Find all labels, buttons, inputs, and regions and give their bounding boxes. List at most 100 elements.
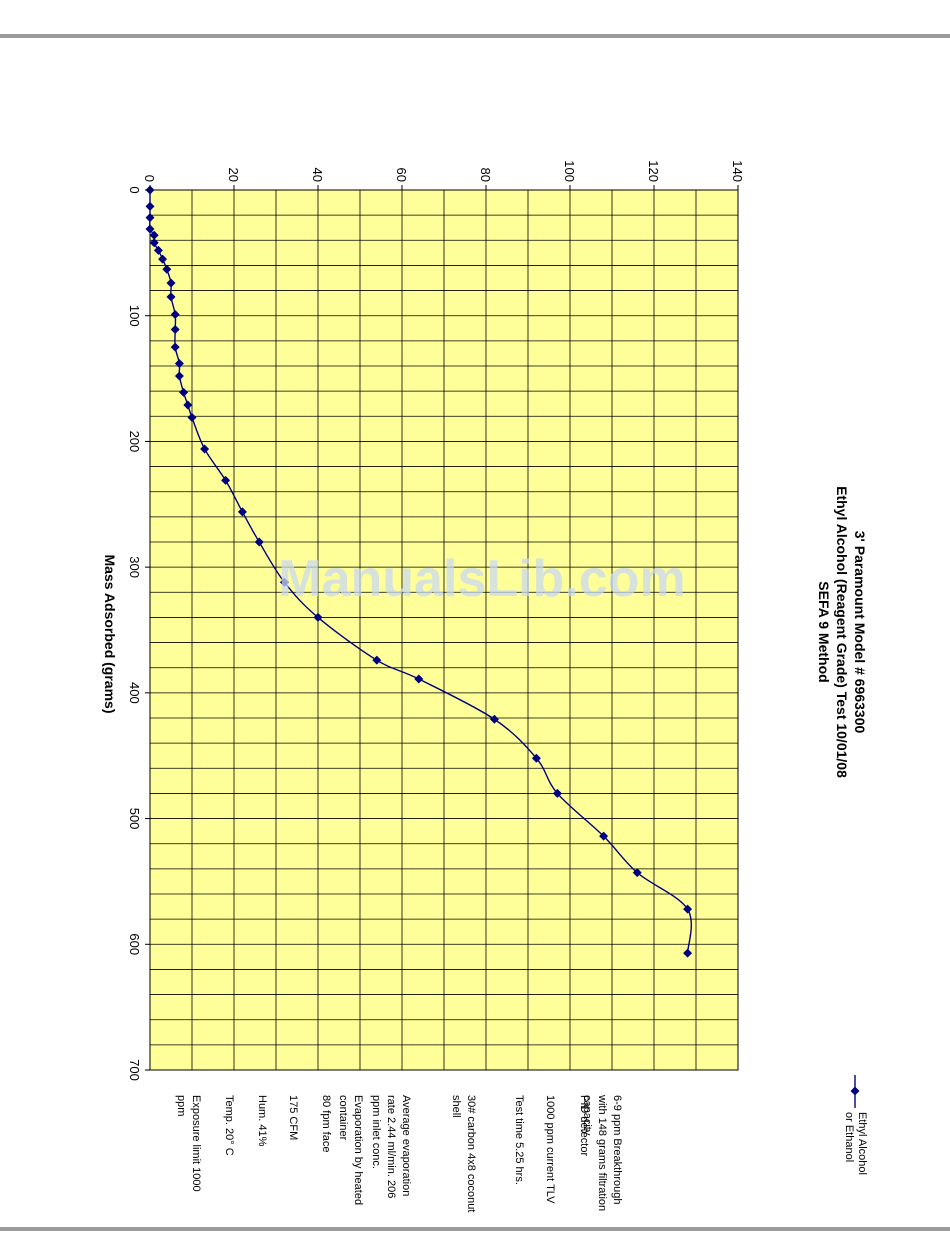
data-point <box>145 201 155 211</box>
note-line: 1000 ppm current TLV <box>544 1095 556 1204</box>
note-line: 6-9 ppm Breakthrough <box>611 1095 623 1204</box>
data-point <box>279 577 289 587</box>
note-line: with 148 grams filtration <box>596 1094 608 1211</box>
note-item: 175 CFM <box>287 1095 299 1140</box>
data-point <box>170 342 180 352</box>
data-point <box>179 387 189 397</box>
data-point <box>145 224 155 234</box>
y-tick-label: 20 <box>226 168 241 182</box>
data-point <box>158 254 168 264</box>
data-point <box>149 238 159 248</box>
watermark: ManualsLib.com <box>278 550 685 608</box>
x-axis-label: Mass Adsorbed (grams) <box>102 555 118 714</box>
data-point <box>200 444 210 454</box>
note-line: 175 CFM <box>287 1095 299 1140</box>
note-line: 30# carbon 4x8 coconut <box>465 1095 477 1212</box>
note-item: Exposure limit 1000ppm <box>175 1095 202 1192</box>
x-tick-label: 600 <box>127 933 142 955</box>
y-tick-label: 80 <box>478 168 493 182</box>
note-item: Hum. 41% <box>256 1095 268 1147</box>
note-line: Temp. 20° C <box>223 1095 235 1156</box>
y-tick-label: 60 <box>394 168 409 182</box>
data-point <box>166 278 176 288</box>
chart-title-line: Ethyl Alcohol (Reagent Grade) Test 10/01… <box>834 486 850 778</box>
x-tick-label: 100 <box>127 305 142 327</box>
y-tick-label: 140 <box>730 160 745 182</box>
note-line: container <box>337 1095 349 1141</box>
note-item: 1000 ppm current TLV <box>544 1095 556 1204</box>
data-point <box>183 400 193 410</box>
notes-panel: Exposure limit 1000ppm Temp. 20° C Hum. 41… <box>175 1094 623 1212</box>
data-point <box>170 325 180 335</box>
x-tick-label: 300 <box>127 556 142 578</box>
grid <box>150 190 738 1070</box>
note-item: Temp. 20° C <box>223 1095 235 1156</box>
note-item: Evaporation by heatedcontainer <box>337 1095 364 1205</box>
data-point <box>221 475 231 485</box>
note-line: Average evaporation <box>400 1095 412 1196</box>
data-point <box>683 948 693 958</box>
note-item: 30# carbon 4x8 coconutshell <box>450 1095 477 1212</box>
note-line: 80 fpm face <box>320 1095 332 1152</box>
note-line: rate 2.44 ml/min. 206 <box>385 1095 397 1198</box>
y-tick-label: 0 <box>142 175 157 182</box>
data-point <box>552 788 562 798</box>
note-item: 6-9 ppm Breakthroughwith 148 grams filtr… <box>581 1094 623 1211</box>
data-point <box>166 292 176 302</box>
series-layer <box>145 185 693 958</box>
x-tick-label: 400 <box>127 682 142 704</box>
y-tick-label: 100 <box>562 160 577 182</box>
data-point <box>599 831 609 841</box>
legend-label-line: Ethyl Alcohol <box>856 1112 868 1175</box>
data-point <box>187 413 197 423</box>
x-tick-label: 200 <box>127 431 142 453</box>
note-item: Average evaporationrate 2.44 ml/min. 206… <box>370 1095 412 1198</box>
data-point <box>149 230 159 240</box>
y-tick-label: 120 <box>646 160 661 182</box>
note-line: Exposure limit 1000 <box>190 1095 202 1192</box>
x-tick-labels: 0 100 200 300 400 500 600 700 <box>127 186 150 1081</box>
bottom-rule <box>0 1227 950 1231</box>
legend-label-line: or Ethanol <box>843 1112 855 1162</box>
note-line: ppm inlet conc. <box>370 1095 382 1169</box>
data-point <box>145 213 155 223</box>
data-point <box>174 358 184 368</box>
data-point <box>237 507 247 517</box>
data-point <box>170 309 180 319</box>
data-point <box>153 245 163 255</box>
data-point <box>489 714 499 724</box>
x-tick-label: 700 <box>127 1059 142 1081</box>
data-point <box>313 612 323 622</box>
note-line: PID detector <box>578 1095 590 1156</box>
legend-marker <box>850 1086 860 1096</box>
note-item: 80 fpm face <box>320 1095 332 1152</box>
data-point <box>372 655 382 665</box>
note-line: Test time 5.25 hrs. <box>513 1095 525 1185</box>
note-line: ppm <box>175 1095 187 1116</box>
top-rule <box>0 34 950 38</box>
data-point <box>632 868 642 878</box>
note-line: Hum. 41% <box>256 1095 268 1147</box>
chart-title-line: 3' Paramount Model # 6963300 <box>852 531 868 734</box>
legend: Ethyl Alcoholor Ethanol <box>843 1075 868 1175</box>
data-point <box>683 904 693 914</box>
note-item: Test time 5.25 hrs. <box>513 1095 525 1185</box>
chart-title-line: SEFA 9 Method <box>816 581 832 682</box>
x-tick-label: 500 <box>127 808 142 830</box>
data-point <box>254 537 264 547</box>
data-point <box>174 371 184 381</box>
note-line: shell <box>450 1095 462 1118</box>
y-tick-label: 40 <box>310 168 325 182</box>
legend-label: Ethyl Alcoholor Ethanol <box>843 1112 868 1175</box>
plot-frame <box>149 189 739 1071</box>
note-line: capacity <box>581 1095 593 1136</box>
note-item: PID detector <box>578 1095 590 1156</box>
data-point <box>162 264 172 274</box>
x-tick-label: 0 <box>127 186 142 193</box>
note-line: Evaporation by heated <box>352 1095 364 1205</box>
data-point <box>414 674 424 684</box>
y-tick-labels: 0 20 40 60 80 100 120 140 <box>142 160 745 190</box>
data-point <box>531 753 541 763</box>
